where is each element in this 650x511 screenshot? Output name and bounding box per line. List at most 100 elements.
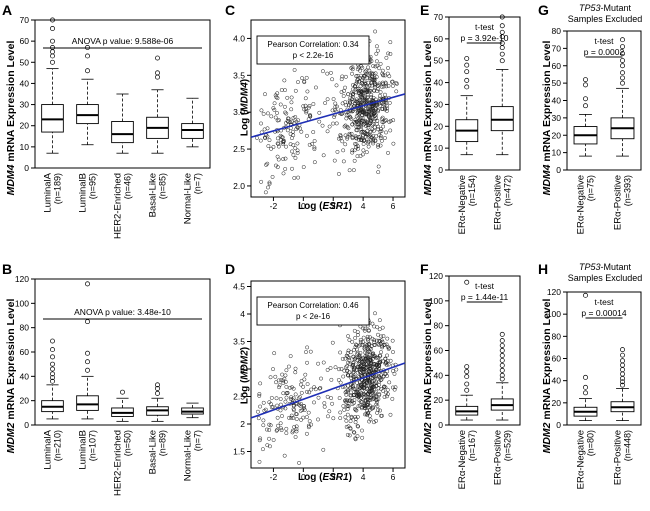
panel-d-point [261,418,266,423]
panel-c-point [259,121,263,126]
panel-b-box-0-outlier [50,366,55,372]
panel-d-point [345,354,350,359]
panel-c-ytick-label: 4.0 [233,33,245,43]
panel-d-point [376,341,381,346]
panel-d-point [348,419,353,424]
panel-c-point [311,130,316,135]
panel-a-box-0-outlier [50,38,55,44]
panel-d-point [303,372,308,377]
panel-d-point [380,325,385,330]
panel-d-point [293,366,298,371]
panel-c-point [364,68,369,73]
panel-a-box-0-outlier [50,45,55,50]
panel-a-box-0-category-label: LuminalA [43,172,54,212]
panel-c-point [353,117,358,122]
panel-c-point [372,83,377,88]
panel-g-ytick-label: 60 [552,61,562,71]
panel-c-point [356,88,361,93]
panel-c-point [353,141,358,146]
panel-d-point [257,438,262,443]
panel-f-box-0-count-label: (n=167) [467,430,477,461]
panel-letter-g: G [538,2,549,18]
panel-d-point [351,365,356,370]
panel-h-box-1-outlier [620,362,625,368]
panel-c-point [276,141,281,146]
panel-d-point [340,356,345,361]
panel-d-point [378,408,382,413]
panel-c-point [283,88,287,93]
panel-c-point [383,106,387,111]
panel-b-box-1-count-label: (n=107) [88,430,98,461]
panel-d-point [278,408,283,413]
panel-b-box-0-outlier [50,378,55,384]
panel-f-test-label: t-test [475,281,495,291]
panel-c-point [373,71,378,76]
panel-c-point [293,146,298,151]
panel-d-point [355,370,360,375]
panel-d-point [360,343,365,348]
panel-d-point [373,394,378,399]
panel-c-point [296,175,301,180]
panel-g-box-1-outlier [620,58,625,63]
panel-d-point [367,413,372,418]
panel-d-point [283,373,288,378]
panel-g-pvalue-label: p = 0.0002 [584,47,625,57]
panel-d-ytick-label: 2 [240,419,245,429]
panel-e-box-1-outlier [499,58,505,64]
panel-c-point [366,113,371,118]
panel-c-point [281,142,286,147]
panel-c-point [362,129,367,134]
panel-c-point [374,51,379,56]
panel-c-point [283,121,288,126]
panel-g-ytick-label: 10 [552,148,562,158]
panel-d-point [359,358,364,363]
panel-d-point [299,417,304,422]
panel-d-point [330,401,335,406]
panel-f-box-0-category-label: ERα-Negative [457,430,468,489]
panel-c-point [325,129,330,134]
panel-e-pvalue-label: p = 3.92e-10 [461,33,509,43]
panel-d-point [368,356,373,361]
panel-d-point [380,339,385,344]
panel-d-point [294,412,299,417]
panel-d-ytick-label: 1.5 [233,447,245,457]
panel-f-box-1-outlier [499,331,505,337]
panel-d-point [363,412,367,417]
panel-c-point [371,121,376,126]
panel-b-box-2-category-label: HER2-Enriched [113,430,124,496]
panel-c-point [338,136,343,141]
panel-d-point [360,435,365,440]
panel-c-point [379,106,384,111]
panel-d-point [268,375,273,380]
panel-d-point [363,326,367,331]
panel-d-point [325,367,330,372]
panel-c-point [374,44,379,49]
panel-c-point [394,89,399,94]
panel-c-point [272,101,277,106]
panel-d-point [393,385,398,390]
panel-d-point [365,408,370,413]
panel-d-point [372,338,377,343]
panel-c-point [355,154,360,159]
panel-c-point [343,142,348,147]
panel-d-point [348,399,353,404]
panel-c-point [295,141,300,146]
panel-c-point [364,99,369,104]
panel-c-point [300,76,305,81]
panel-c-point [348,115,353,120]
panel-b-box-0-outlier [50,361,55,367]
panel-d-point [348,373,353,378]
panel-f-box-0-outlier [464,364,470,370]
panel-letter-h: H [538,261,549,277]
panel-d-point [358,393,362,398]
panel-d-point [390,368,395,373]
panel-d-point [305,389,309,394]
panel-d-point [256,416,261,421]
panel-g-exclusion-title: TP53-Mutant Samples Excluded [567,3,643,24]
panel-g-boxplot: 0 10 20 30 40 50 60 70 80 ERα-Negative (n=75) ERα-P… [552,26,642,234]
panel-a-box-4-count-label: (n=7) [193,173,203,194]
panel-d-point [351,383,355,388]
panel-d-point [293,392,298,397]
panel-d-point [284,426,289,431]
